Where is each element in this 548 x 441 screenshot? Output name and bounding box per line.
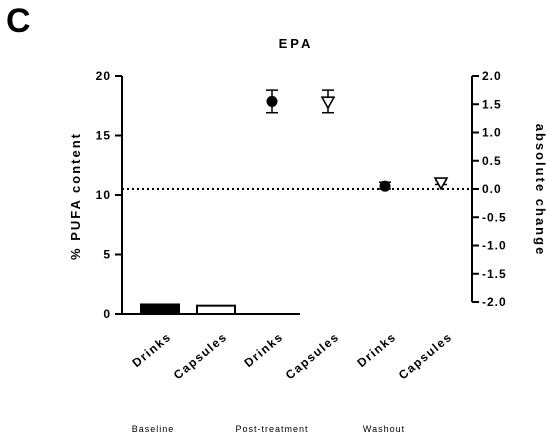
left-axis: 0 5 10 15 20 % PUFA content — [68, 69, 300, 321]
right-tick-label: 1.0 — [482, 126, 502, 140]
right-tick-label: 0.0 — [482, 182, 502, 196]
chart-title-group: EPA — [279, 36, 314, 51]
left-tick-label: 10 — [96, 188, 111, 202]
right-tick-label: -0.5 — [482, 210, 507, 224]
change-point-circle — [379, 180, 391, 192]
category-label: Drinks — [241, 330, 286, 371]
change-point-circle — [266, 95, 278, 107]
right-tick-label: -1.0 — [482, 239, 507, 253]
change-points — [266, 89, 449, 192]
right-tick-label: 1.5 — [482, 97, 502, 111]
left-tick-label: 0 — [103, 307, 111, 321]
group-label: Post-treatment — [235, 424, 308, 434]
right-axis-title: absolute change — [533, 124, 548, 257]
right-axis: 2.0 1.5 1.0 0.5 0.0 -0.5 -1.0 -1.5 -2.0 absolute … — [471, 69, 548, 309]
left-axis-title: % PUFA content — [68, 132, 83, 260]
baseline-bar — [196, 304, 236, 316]
right-tick-label: 2.0 — [482, 69, 502, 83]
category-label: Capsules — [283, 330, 342, 383]
baseline-bars — [140, 303, 236, 316]
baseline-bar — [140, 303, 180, 316]
category-label: Drinks — [354, 330, 399, 371]
change-point-triangle — [433, 177, 449, 191]
panel-label: C — [6, 2, 31, 40]
right-tick-label: -2.0 — [482, 295, 507, 309]
group-label: Washout — [363, 424, 405, 434]
change-point-triangle — [320, 96, 336, 110]
group-labels: Baseline Post-treatment Washout — [132, 424, 405, 434]
group-label: Baseline — [132, 424, 175, 434]
left-tick-label: 5 — [103, 248, 111, 262]
category-label: Capsules — [396, 330, 455, 383]
right-tick-label: -1.5 — [482, 267, 507, 281]
category-label: Drinks — [129, 330, 174, 371]
left-tick-label: 20 — [96, 69, 111, 83]
chart-title: EPA — [279, 36, 314, 51]
category-label: Capsules — [171, 330, 230, 383]
right-tick-label: 0.5 — [482, 154, 502, 168]
left-tick-label: 15 — [96, 129, 111, 143]
